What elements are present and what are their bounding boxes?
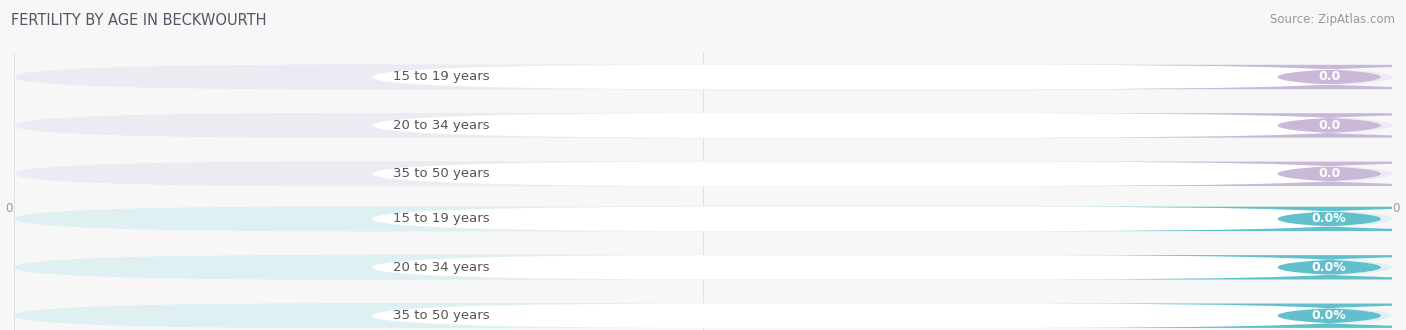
Text: 35 to 50 years: 35 to 50 years (394, 309, 489, 322)
Text: 15 to 19 years: 15 to 19 years (394, 213, 489, 225)
Text: Source: ZipAtlas.com: Source: ZipAtlas.com (1270, 13, 1395, 26)
FancyBboxPatch shape (373, 65, 1381, 89)
FancyBboxPatch shape (14, 206, 1392, 231)
FancyBboxPatch shape (373, 162, 1381, 186)
Text: 0.0%: 0.0% (1312, 213, 1347, 225)
FancyBboxPatch shape (1033, 255, 1406, 280)
FancyBboxPatch shape (373, 304, 1381, 328)
FancyBboxPatch shape (373, 113, 1381, 138)
Text: 35 to 50 years: 35 to 50 years (394, 167, 489, 180)
FancyBboxPatch shape (14, 303, 1392, 328)
FancyBboxPatch shape (14, 64, 1392, 89)
Text: 0.0: 0.0 (1317, 71, 1340, 83)
Text: 20 to 34 years: 20 to 34 years (394, 261, 489, 274)
Text: 0.0: 0.0 (1317, 119, 1340, 132)
FancyBboxPatch shape (1033, 113, 1406, 138)
Text: FERTILITY BY AGE IN BECKWOURTH: FERTILITY BY AGE IN BECKWOURTH (11, 13, 267, 28)
Text: 15 to 19 years: 15 to 19 years (394, 71, 489, 83)
Text: 0.0: 0.0 (1317, 167, 1340, 180)
FancyBboxPatch shape (373, 207, 1381, 231)
FancyBboxPatch shape (1033, 65, 1406, 89)
Text: 20 to 34 years: 20 to 34 years (394, 119, 489, 132)
FancyBboxPatch shape (1033, 304, 1406, 328)
FancyBboxPatch shape (14, 255, 1392, 280)
FancyBboxPatch shape (14, 113, 1392, 138)
FancyBboxPatch shape (14, 161, 1392, 186)
Text: 0.0%: 0.0% (1312, 309, 1347, 322)
Text: 0.0%: 0.0% (1312, 261, 1347, 274)
FancyBboxPatch shape (1033, 162, 1406, 186)
FancyBboxPatch shape (1033, 207, 1406, 231)
FancyBboxPatch shape (373, 255, 1381, 280)
